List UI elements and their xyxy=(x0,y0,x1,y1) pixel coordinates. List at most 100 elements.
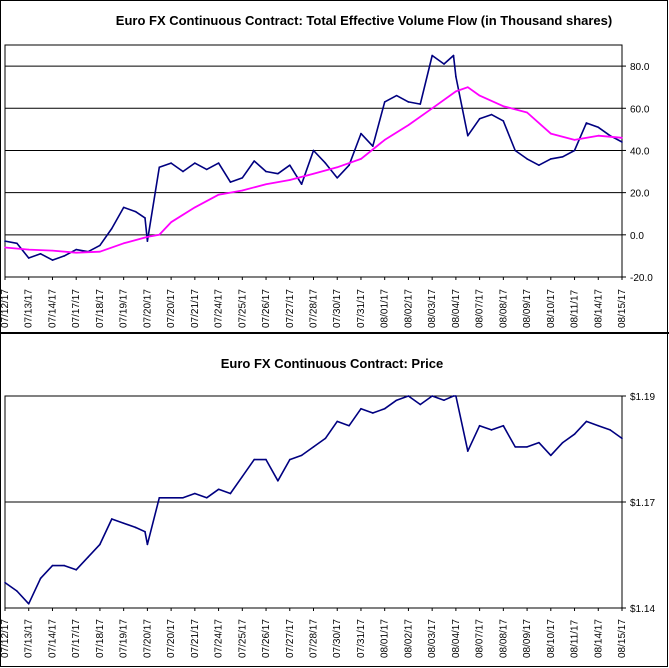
x-tick-label: 07/13/17 xyxy=(24,289,35,328)
series-point xyxy=(27,248,30,251)
series-point xyxy=(526,111,528,114)
x-tick-label: 08/08/17 xyxy=(498,289,509,328)
series-point xyxy=(419,403,422,406)
x-tick-label: 07/20/17 xyxy=(142,289,153,328)
series-point xyxy=(122,522,125,524)
y-tick-label: $1.19 xyxy=(630,392,655,403)
y-tick-label: 20.0 xyxy=(630,189,650,200)
series-point xyxy=(597,424,600,427)
x-tick-label: 07/28/17 xyxy=(309,289,320,328)
series-point xyxy=(99,244,101,247)
series-point xyxy=(431,54,433,57)
x-tick-label: 08/09/17 xyxy=(522,619,533,658)
x-tick-label: 07/14/17 xyxy=(47,619,58,658)
series-point xyxy=(158,166,161,169)
series-point xyxy=(194,492,196,495)
series-point xyxy=(621,137,623,139)
x-tick-label: 07/30/17 xyxy=(332,289,343,328)
series-point xyxy=(395,399,398,402)
series-point xyxy=(39,253,42,255)
series-point xyxy=(158,496,161,499)
series-point xyxy=(265,458,267,461)
series-point xyxy=(27,257,30,259)
series-point xyxy=(443,63,445,65)
price-title: Euro FX Continuous Contract: Price xyxy=(221,356,443,371)
x-tick-label: 07/31/17 xyxy=(356,289,367,328)
series-point xyxy=(4,581,6,584)
series-point xyxy=(288,164,291,167)
series-point xyxy=(573,433,576,435)
x-tick-label: 08/15/17 xyxy=(617,619,628,658)
series-point xyxy=(585,122,588,124)
x-tick-label: 07/20/17 xyxy=(142,619,153,658)
x-tick-label: 07/20/17 xyxy=(166,289,177,328)
x-tick-label: 07/27/17 xyxy=(285,289,296,328)
series-point xyxy=(300,454,303,457)
x-tick-label: 08/07/17 xyxy=(475,289,486,328)
series-point xyxy=(265,170,267,173)
series-point xyxy=(312,446,315,448)
series-point xyxy=(170,221,172,223)
series-point xyxy=(205,168,208,171)
series-point xyxy=(217,162,220,164)
series-point xyxy=(455,395,457,397)
series-point xyxy=(585,420,588,423)
x-tick-label: 07/12/17 xyxy=(0,619,11,658)
x-tick-label: 07/18/17 xyxy=(95,619,106,658)
series-point xyxy=(360,158,362,160)
series-point xyxy=(170,496,172,499)
x-tick-label: 07/21/17 xyxy=(190,289,201,328)
series-point xyxy=(383,407,386,410)
series-point xyxy=(502,120,505,122)
x-tick-label: 07/14/17 xyxy=(47,289,58,328)
series-point xyxy=(538,441,540,444)
series-point xyxy=(99,250,101,253)
x-tick-label: 07/17/17 xyxy=(71,289,82,328)
x-tick-label: 08/02/17 xyxy=(403,619,414,658)
x-tick-label: 07/19/17 xyxy=(119,619,130,658)
x-tick-label: 07/26/17 xyxy=(261,289,272,328)
series-point xyxy=(39,577,42,580)
series-point xyxy=(336,420,339,423)
series-point xyxy=(443,399,445,402)
series-point xyxy=(336,166,339,169)
series-point xyxy=(122,242,125,245)
series-point xyxy=(538,164,540,167)
y-tick-label: $1.17 xyxy=(630,498,655,509)
y-tick-label: 0.0 xyxy=(630,231,644,242)
series-point xyxy=(4,246,6,249)
series-point xyxy=(597,134,600,137)
series-point xyxy=(455,90,457,93)
series-point xyxy=(241,177,244,179)
series-point xyxy=(431,107,433,110)
series-point xyxy=(146,543,149,546)
x-tick-label: 07/26/17 xyxy=(261,619,272,658)
series-point xyxy=(229,181,232,183)
series-point xyxy=(170,162,172,164)
series-point xyxy=(502,105,505,107)
x-tick-label: 08/03/17 xyxy=(427,289,438,328)
series-point xyxy=(4,240,6,242)
series-point xyxy=(110,518,113,520)
y-tick-label: -20.0 xyxy=(630,273,653,284)
series-point xyxy=(419,103,422,105)
x-tick-label: 07/18/17 xyxy=(95,289,106,328)
series-point xyxy=(253,160,255,162)
x-tick-label: 07/19/17 xyxy=(119,289,130,328)
series-point xyxy=(452,395,455,397)
y-tick-label: 80.0 xyxy=(630,62,650,73)
series-point xyxy=(348,164,350,167)
volume-flow-chart: Euro FX Continuous Contract: Total Effec… xyxy=(0,13,653,328)
series-point xyxy=(573,139,576,141)
series-point xyxy=(348,424,350,427)
series-point xyxy=(63,255,66,257)
series-point xyxy=(300,183,303,185)
y-tick-label: 60.0 xyxy=(630,104,650,115)
series-point xyxy=(182,170,184,173)
series-point xyxy=(514,149,517,152)
volume-flow-title: Euro FX Continuous Contract: Total Effec… xyxy=(116,13,612,28)
series-point xyxy=(407,124,410,126)
series-point xyxy=(324,162,327,164)
series-point xyxy=(550,132,552,135)
